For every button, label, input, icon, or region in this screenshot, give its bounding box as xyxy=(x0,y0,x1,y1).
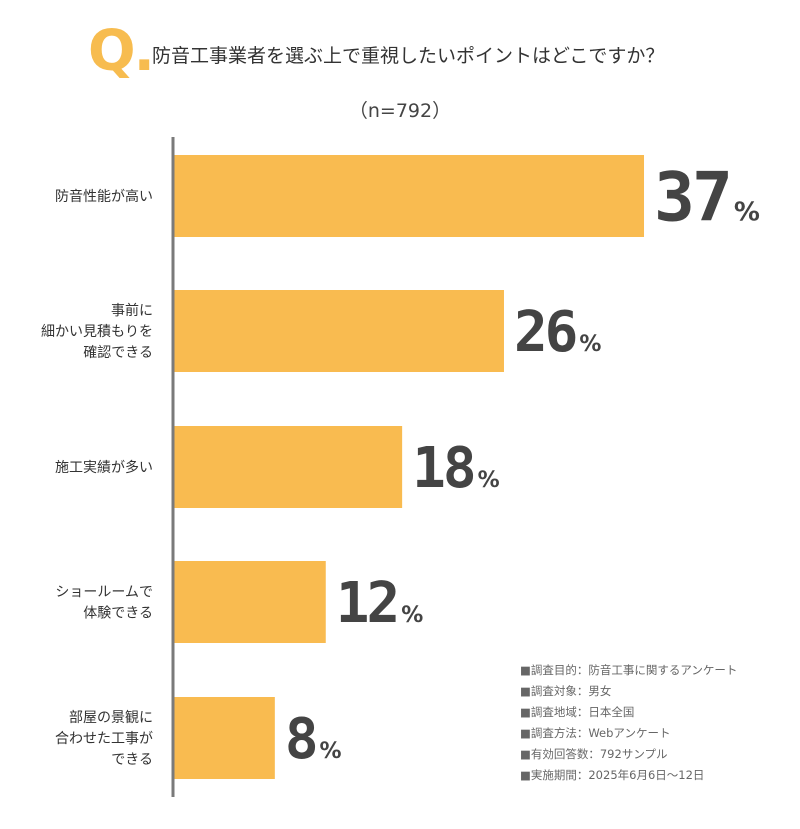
survey-note: ■調査対象：男女 xyxy=(520,684,612,698)
chart-title: 防音工事業者を選ぶ上で重視したいポイントはどこですか？ xyxy=(152,45,665,67)
value-label: 18% xyxy=(412,436,499,501)
category-label: 事前に細かい見積もりを確認できる xyxy=(41,302,153,361)
sample-size-label: （n=792） xyxy=(348,100,452,122)
category-label: 施工実績が多い xyxy=(55,459,153,476)
bar xyxy=(173,561,326,643)
value-label: 8% xyxy=(285,707,342,772)
bar xyxy=(173,155,645,237)
category-label: 防音性能が高い xyxy=(55,188,153,205)
survey-note: ■有効回答数：792サンプル xyxy=(520,747,668,761)
value-label: 37% xyxy=(654,158,760,237)
question-mark-logo: Q. xyxy=(88,19,155,84)
survey-note: ■調査目的：防音工事に関するアンケート xyxy=(520,663,738,677)
survey-note: ■調査方法：Webアンケート xyxy=(520,726,671,740)
survey-note: ■調査地域：日本全国 xyxy=(520,705,635,719)
bar xyxy=(173,290,504,372)
bar xyxy=(173,697,275,779)
value-label: 12% xyxy=(336,571,423,636)
category-label: ショールームで体験できる xyxy=(55,585,153,622)
bar xyxy=(173,426,403,508)
chart-header: Q. 防音工事業者を選ぶ上で重視したいポイントはどこですか？ （n=792） xyxy=(0,0,800,130)
value-label: 26% xyxy=(514,300,601,365)
survey-notes: ■調査目的：防音工事に関するアンケート ■調査対象：男女 ■調査地域：日本全国 … xyxy=(520,660,737,786)
category-label: 部屋の景観に合わせた工事ができる xyxy=(55,709,153,768)
survey-note: ■実施期間：2025年6月6日〜12日 xyxy=(520,768,705,782)
